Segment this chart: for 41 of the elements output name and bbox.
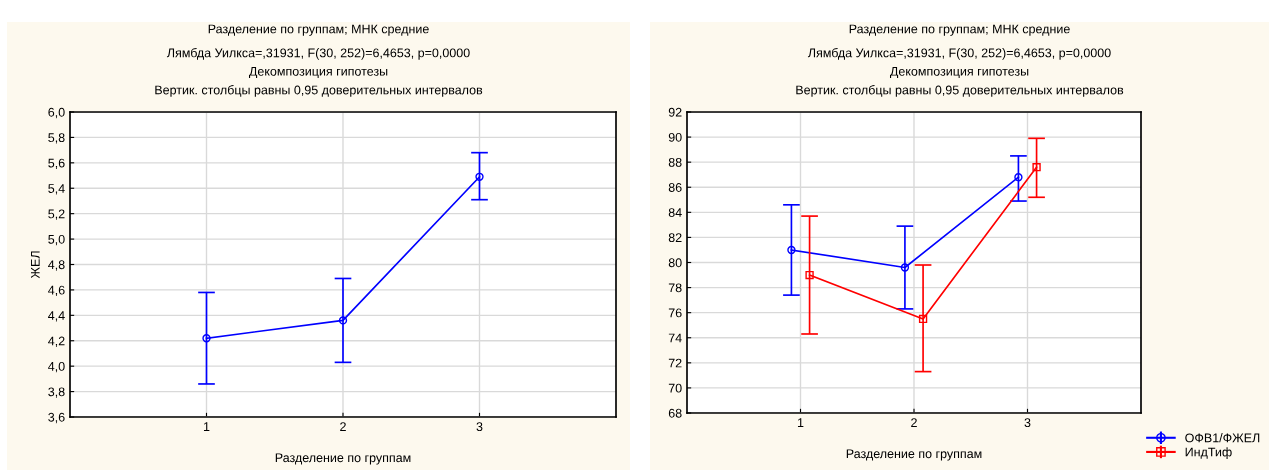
y-tick-label: 3,6 (48, 412, 65, 424)
y-tick-label: 76 (668, 308, 682, 318)
y-tick-label: 4,8 (48, 260, 65, 271)
y-axis-title: ЖЕЛ (31, 251, 40, 279)
chart-subtitle: Лямбда Уилкса=,31931, F(30, 252)=6,4653, p=0,0000 Декомпозиция гипотезы Вертик. столбцы равны 0,95 доверительных интервалов (155, 48, 483, 97)
x-tick-label: 1 (203, 422, 210, 431)
x-axis-title: Разделение по группам (275, 453, 411, 465)
x-tick-label: 3 (476, 422, 483, 432)
chart-title: Разделение по группам; МНК средние (208, 24, 429, 36)
y-tick-label: 72 (668, 358, 682, 368)
y-tick-label: 78 (668, 283, 682, 293)
y-tick-label: 82 (668, 233, 682, 243)
y-tick-label: 92 (668, 107, 682, 117)
y-tick-label: 5,6 (48, 158, 65, 169)
x-tick-label: 2 (911, 418, 917, 427)
y-tick-label: 74 (668, 333, 682, 343)
chart-subtitle: Лямбда Уилкса=,31931, F(30, 252)=6,4653, p=0,0000 Декомпозиция гипотезы Вертик. столбцы равны 0,95 доверительных интервалов (796, 48, 1124, 97)
x-tick-label: 3 (1024, 418, 1031, 428)
y-tick-label: 84 (668, 208, 682, 217)
x-tick-label: 2 (340, 422, 346, 431)
y-tick-label: 4,2 (48, 336, 65, 347)
y-tick-label: 70 (668, 383, 682, 393)
y-tick-label: 5,2 (48, 209, 65, 220)
x-tick-label: 1 (797, 418, 804, 427)
y-tick-label: 5,8 (48, 133, 65, 144)
y-tick-label: 3,8 (48, 387, 65, 398)
legend-label: ОФВ1/ФЖЕЛ (1185, 433, 1260, 443)
chart-title: Разделение по группам; МНК средние (849, 24, 1070, 36)
y-tick-label: 86 (668, 183, 682, 192)
y-tick-label: 4,0 (48, 361, 65, 373)
y-tick-label: 5,4 (48, 184, 65, 195)
y-tick-label: 88 (668, 157, 682, 167)
y-tick-label: 68 (668, 408, 682, 418)
x-axis-title: Разделение по группам (846, 449, 982, 461)
y-tick-label: 4,4 (48, 311, 65, 322)
legend-label: ИндТиф (1185, 447, 1232, 459)
y-tick-label: 6,0 (48, 107, 65, 119)
y-tick-label: 4,6 (48, 285, 65, 297)
y-tick-label: 90 (668, 132, 682, 142)
y-tick-label: 5,0 (48, 234, 65, 246)
y-tick-label: 80 (668, 258, 682, 268)
